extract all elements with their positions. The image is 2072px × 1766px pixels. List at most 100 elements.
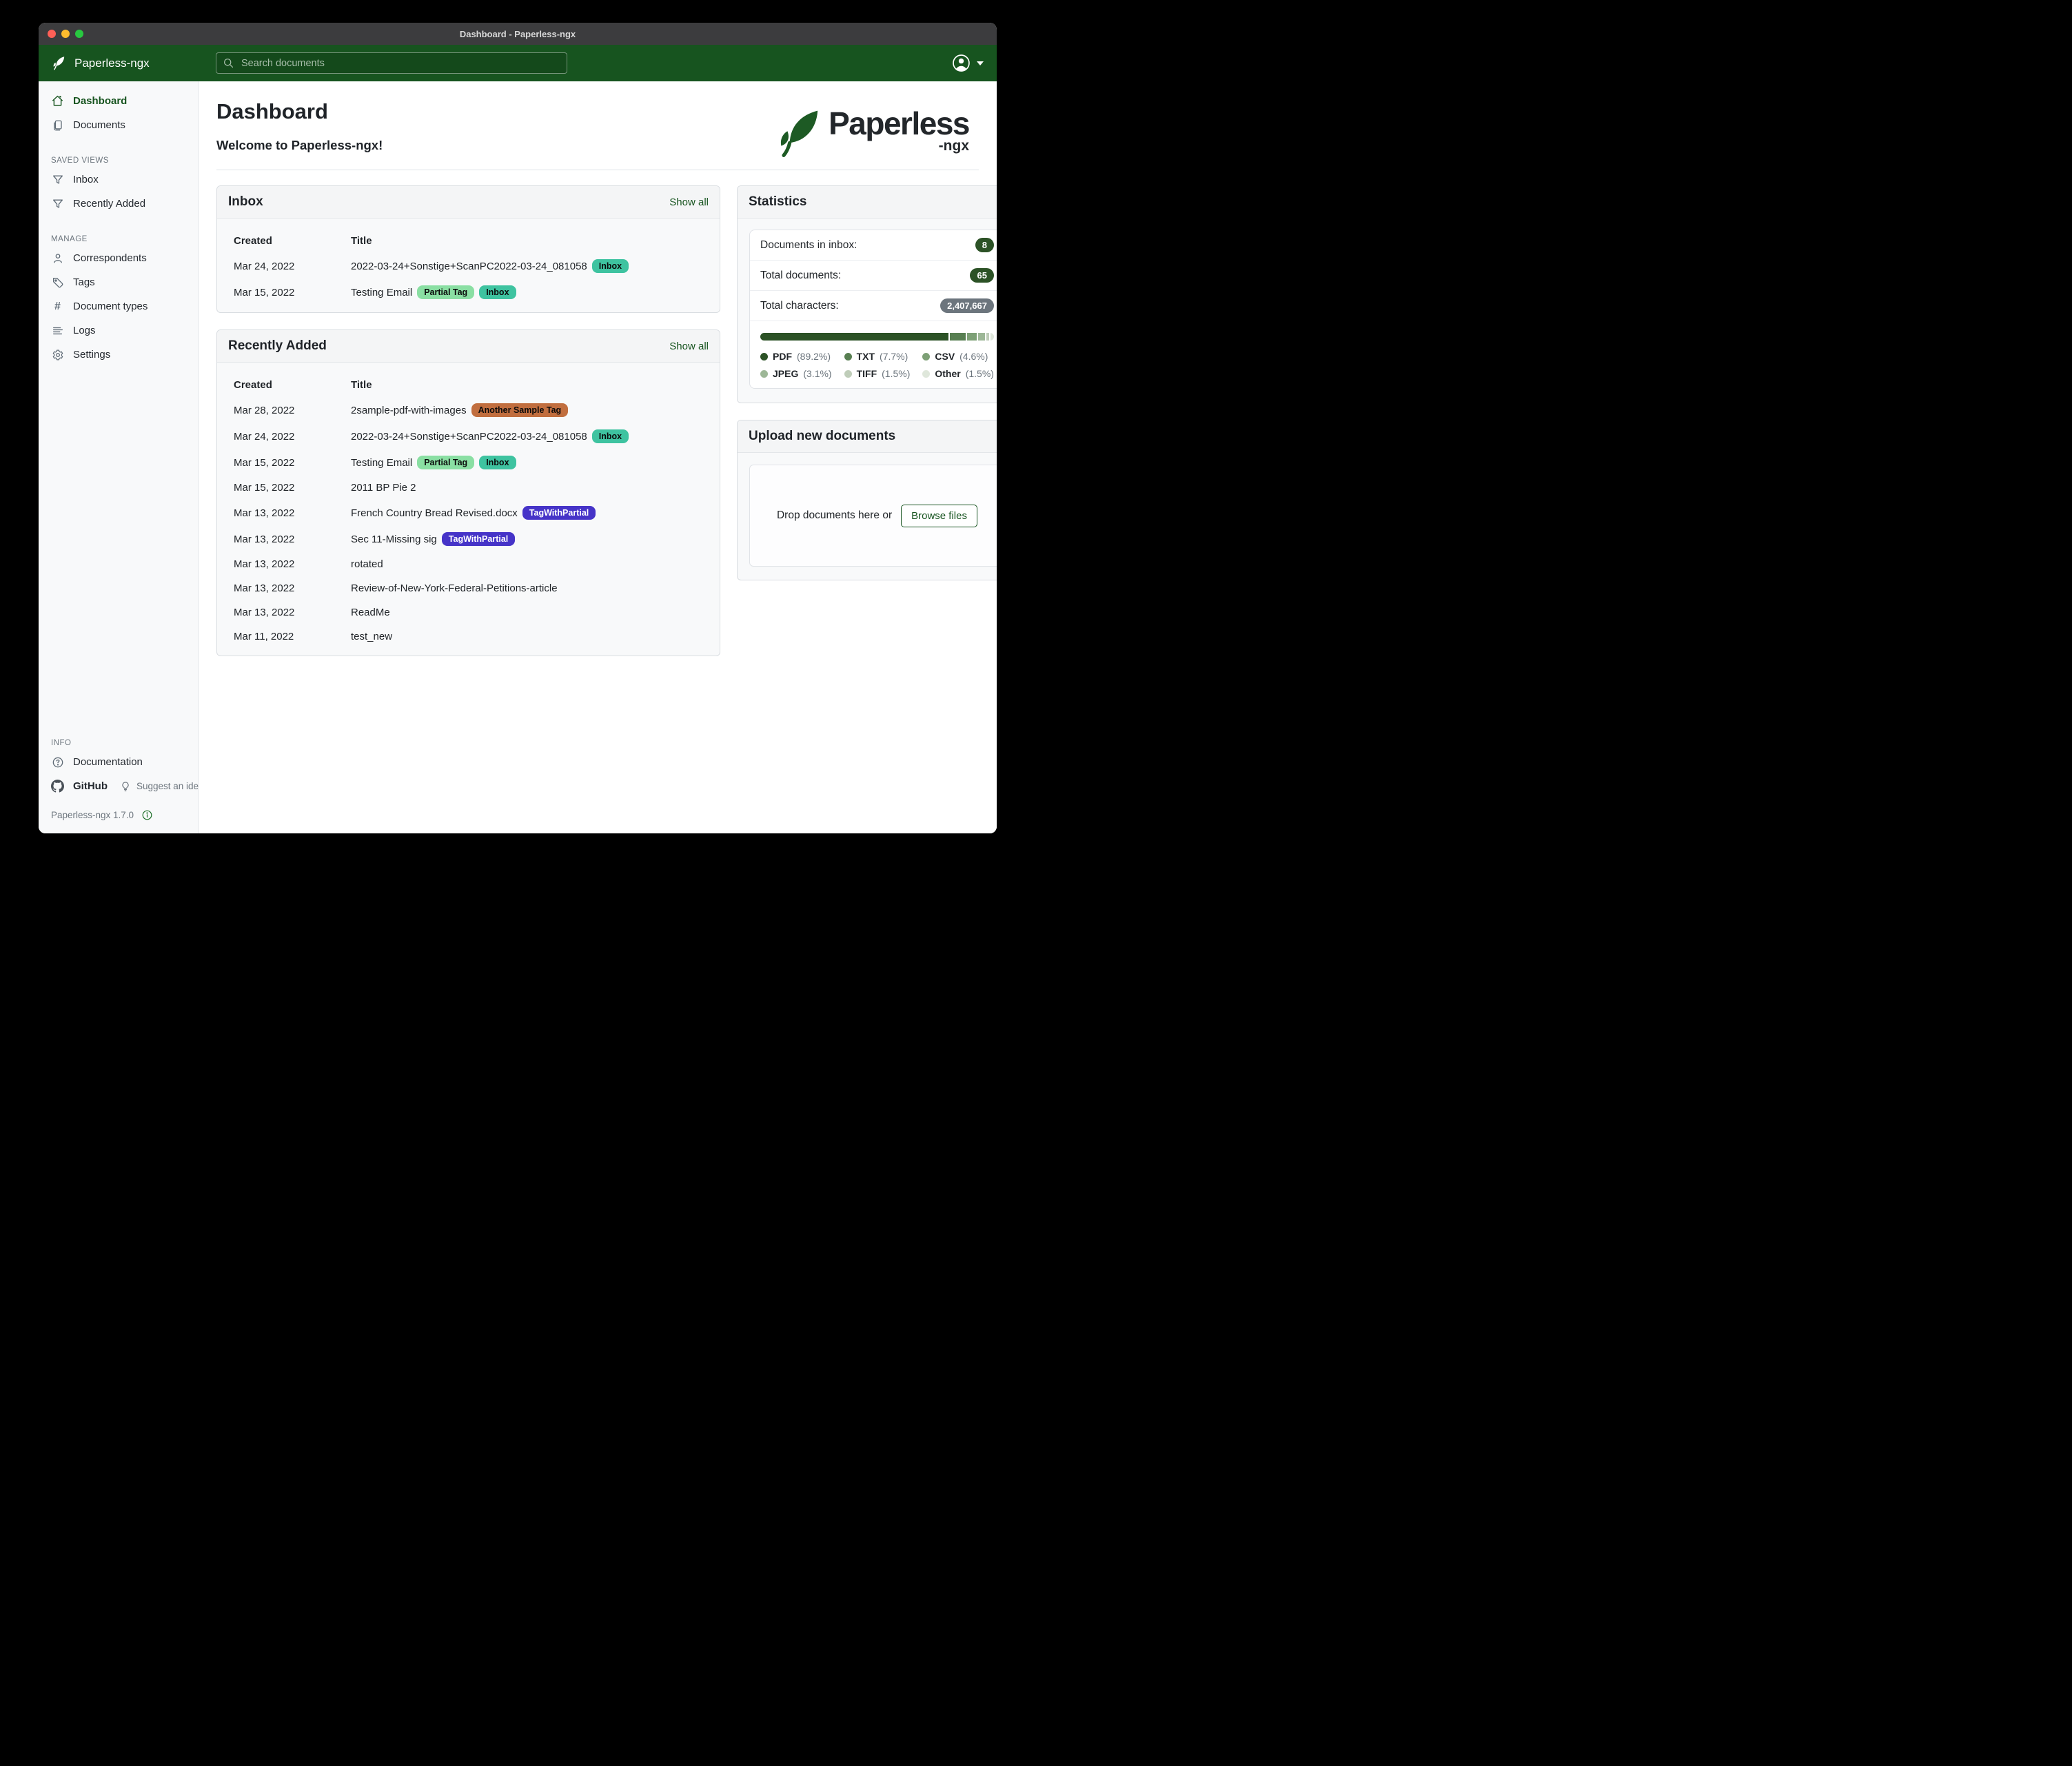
sidebar-item-label: Correspondents [73,252,147,264]
table-row[interactable]: Mar 11, 2022 test_new [228,625,709,649]
cell-created: Mar 13, 2022 [234,558,295,570]
table-row[interactable]: Mar 24, 2022 2022-03-24+Sonstige+ScanPC20… [228,253,709,279]
cell-created: Mar 15, 2022 [234,482,295,494]
document-title-link[interactable]: 2022-03-24+Sonstige+ScanPC2022-03-24_081… [351,431,587,443]
close-button[interactable] [48,30,56,38]
inbox-show-all-link[interactable]: Show all [669,196,709,208]
tag-pill[interactable]: Inbox [479,456,516,469]
zoom-button[interactable] [75,30,83,38]
leaf-logo-icon [778,108,827,163]
sidebar-item-documents[interactable]: Documents [39,113,198,137]
tag-pill[interactable]: TagWithPartial [522,506,596,520]
sidebar-item-dashboard[interactable]: Dashboard [39,89,198,113]
sidebar-item-github[interactable]: GitHub [39,774,113,798]
tag-pill[interactable]: Inbox [591,259,629,273]
legend-percentage: (7.7%) [880,351,908,362]
bar-segment-tiff [986,333,990,341]
browse-files-button[interactable]: Browse files [901,504,977,527]
document-title-link[interactable]: test_new [351,631,393,642]
stat-row: Total documents: 65 [750,261,997,291]
bar-segment-csv [967,333,977,341]
table-row[interactable]: Mar 15, 2022 2011 BP Pie 2 [228,476,709,500]
brand[interactable]: Paperless-ngx [52,55,216,71]
stat-badge: 8 [975,238,994,252]
cell-created: Mar 24, 2022 [234,430,295,443]
sidebar-item-settings[interactable]: Settings [39,343,198,367]
table-row[interactable]: Mar 15, 2022 Testing Email Partial Tag Inbo… [228,279,709,305]
tag-pill[interactable]: Partial Tag [417,285,475,299]
filetype-stacked-bar [760,333,994,341]
logo-word: Paperless [829,105,970,141]
cell-title: Review-of-New-York-Federal-Petitions-art… [345,576,709,600]
tag-pill[interactable]: Inbox [479,285,516,299]
sidebar-item-tags[interactable]: Tags [39,270,198,294]
document-title-link[interactable]: French Country Bread Revised.docx [351,507,518,519]
table-row[interactable]: Mar 28, 2022 2sample-pdf-with-images Anoth… [228,397,709,423]
stat-row: Total characters: 2,407,667 [750,291,997,321]
search-box[interactable] [216,52,567,74]
document-title-link[interactable]: Testing Email [351,287,413,298]
document-title-link[interactable]: 2011 BP Pie 2 [351,482,416,494]
chevron-down-icon [977,61,984,65]
document-title-link[interactable]: 2sample-pdf-with-images [351,405,467,416]
stat-label: Documents in inbox: [760,238,857,251]
table-header-row: Created Title [228,371,709,397]
document-title-link[interactable]: rotated [351,558,383,570]
main-content: Dashboard Welcome to Paperless-ngx! Pape… [199,81,997,833]
cell-created: Mar 15, 2022 [234,456,295,469]
sidebar-item-recently-added[interactable]: Recently Added [39,192,198,216]
sidebar-item-documentation[interactable]: Documentation [39,750,198,774]
document-title-link[interactable]: Sec 11-Missing sig [351,534,437,545]
table-row[interactable]: Mar 15, 2022 Testing Email Partial Tag Inbo… [228,449,709,476]
user-avatar-icon [952,54,971,72]
sidebar-item-inbox[interactable]: Inbox [39,168,198,192]
legend-dot [922,369,931,378]
upload-dropzone[interactable]: Drop documents here or Browse files [749,465,997,567]
user-menu[interactable] [952,54,984,72]
tag-pill[interactable]: Another Sample Tag [471,403,569,417]
info-circle-icon[interactable] [141,809,153,821]
github-icon [51,780,64,793]
table-row[interactable]: Mar 13, 2022 Review-of-New-York-Federal-P… [228,576,709,600]
document-title-link[interactable]: ReadMe [351,607,390,618]
sidebar-item-suggest-idea[interactable]: Suggest an idea [113,774,216,798]
sidebar-item-correspondents[interactable]: Correspondents [39,246,198,270]
legend-name: PDF [773,351,792,362]
table-row[interactable]: Mar 13, 2022 rotated [228,552,709,576]
filetype-chart: PDF (89.2%) TXT (7.7%) CSV (4.6%) JPEG (3.1%) TI… [750,321,997,388]
gear-icon [51,348,64,361]
table-row[interactable]: Mar 13, 2022 Sec 11-Missing sig TagWithPar… [228,526,709,552]
legend-percentage: (3.1%) [803,368,832,379]
lightbulb-icon [119,780,132,793]
table-row[interactable]: Mar 13, 2022 ReadMe [228,600,709,625]
sidebar-item-label: Settings [73,349,111,361]
table-row[interactable]: Mar 24, 2022 2022-03-24+Sonstige+ScanPC20… [228,423,709,449]
stat-badge: 65 [970,268,994,283]
minimize-button[interactable] [61,30,70,38]
column-header-created: Created [234,235,272,247]
document-title-link[interactable]: Testing Email [351,457,413,469]
tag-pill[interactable]: Partial Tag [417,456,475,469]
sidebar-item-logs[interactable]: Logs [39,318,198,343]
sidebar-item-label: Suggest an idea [136,781,204,791]
table-row[interactable]: Mar 13, 2022 French Country Bread Revised… [228,500,709,526]
sidebar-item-label: Documents [73,119,125,131]
recently-added-card: Recently Added Show all Created Title [216,329,720,656]
filetype-legend: PDF (89.2%) TXT (7.7%) CSV (4.6%) JPEG (3.1%) TI… [760,351,994,379]
bar-segment-other [991,333,994,341]
legend-percentage: (1.5%) [965,368,994,379]
cell-created: Mar 13, 2022 [234,507,295,519]
sidebar-item-label: Document types [73,301,148,312]
sidebar-item-document-types[interactable]: # Document types [39,294,198,318]
app-window: Dashboard - Paperless-ngx Paperless-ngx [39,23,997,833]
tag-pill[interactable]: Inbox [591,429,629,443]
document-title-link[interactable]: 2022-03-24+Sonstige+ScanPC2022-03-24_081… [351,261,587,272]
legend-item-pdf: PDF (89.2%) [760,351,832,362]
cell-created: Mar 24, 2022 [234,260,295,272]
document-title-link[interactable]: Review-of-New-York-Federal-Petitions-art… [351,582,558,594]
filter-icon [51,197,64,210]
recently-added-show-all-link[interactable]: Show all [669,340,709,352]
search-input[interactable] [240,57,560,70]
legend-item-txt: TXT (7.7%) [844,351,911,362]
tag-pill[interactable]: TagWithPartial [441,532,516,546]
